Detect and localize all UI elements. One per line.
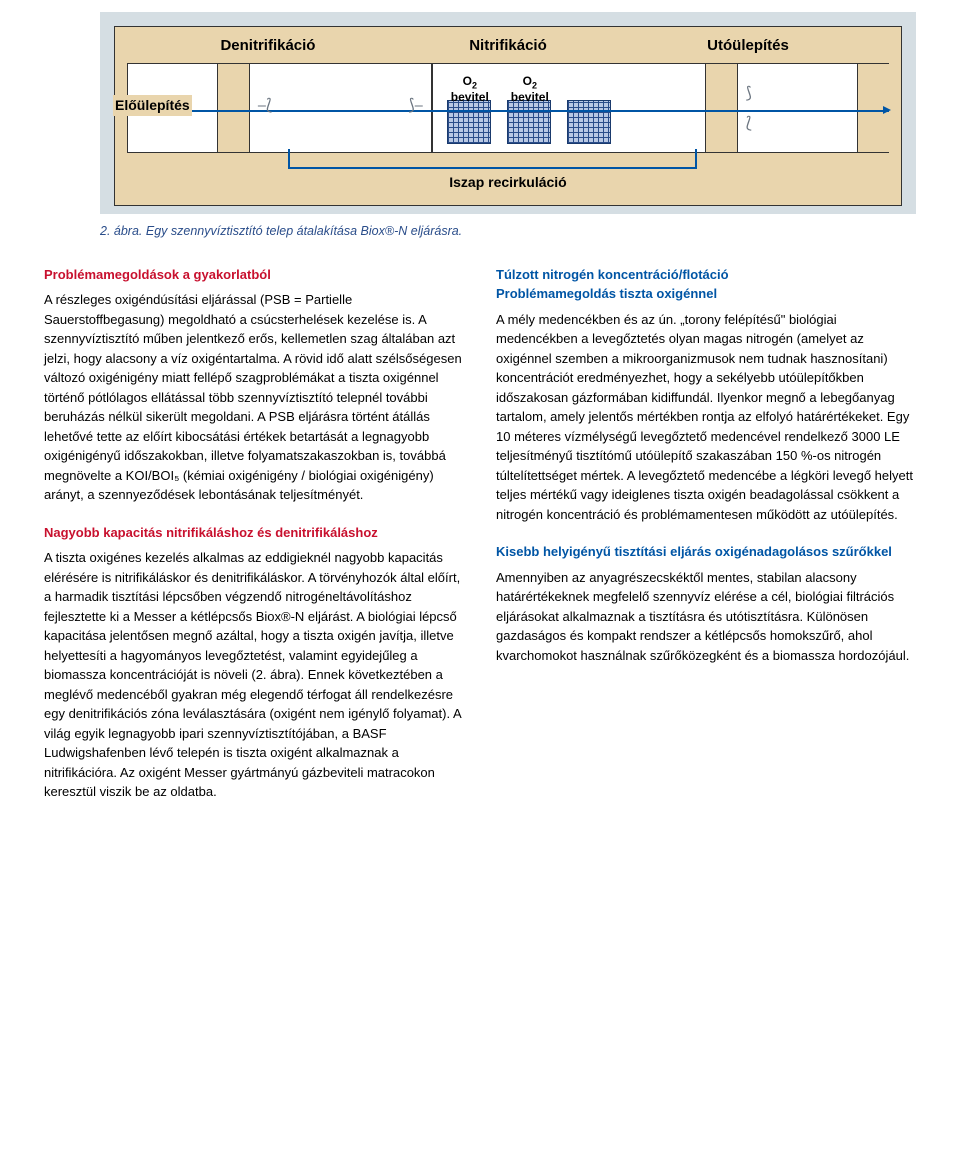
tank-denit: ⎯⟅ ⟆⎯ bbox=[249, 64, 432, 152]
heading: Nagyobb kapacitás nitrifikáláshoz és den… bbox=[44, 525, 378, 540]
paragraph: Amennyiben az anyagrészecskéktől mentes,… bbox=[496, 568, 916, 666]
mixer-icon: ⟆ bbox=[746, 82, 752, 106]
recirc-line bbox=[695, 149, 697, 169]
label-nitr: Nitrifikáció bbox=[381, 35, 635, 58]
paragraph: A részleges oxigéndúsítási eljárással (P… bbox=[44, 290, 464, 505]
heading: Problémamegoldás tiszta oxigénnel bbox=[496, 286, 717, 301]
figure-panel: Denitrifikáció Nitrifikáció Utóülepítés … bbox=[100, 12, 916, 214]
column-left: Problémamegoldások a gyakorlatból A rész… bbox=[44, 265, 464, 808]
pre-settle-label: Előülepítés bbox=[113, 95, 192, 116]
aeration-mat: O2bevitel bbox=[507, 100, 551, 144]
recirc-line bbox=[288, 167, 697, 169]
o2-label: O2bevitel bbox=[448, 75, 492, 104]
column-right: Túlzott nitrogén koncentráció/flotáció P… bbox=[496, 265, 916, 808]
text-columns: Problémamegoldások a gyakorlatból A rész… bbox=[0, 265, 960, 848]
mixer-icon: ⟅ bbox=[746, 112, 752, 136]
heading: Kisebb helyigényű tisztítási eljárás oxi… bbox=[496, 544, 892, 559]
recirc-line bbox=[288, 149, 290, 169]
tanks-row: ⎯⟅ ⟆⎯ O2bevitel O2bevitel ⟆ ⟅ bbox=[127, 63, 889, 153]
aeration-mat bbox=[567, 100, 611, 144]
aeration-mat: O2bevitel bbox=[447, 100, 491, 144]
recirc-label: Iszap recirkuláció bbox=[115, 172, 901, 193]
mixer-icon: ⟆⎯ bbox=[409, 94, 423, 118]
o2-label: O2bevitel bbox=[508, 75, 552, 104]
top-labels: Denitrifikáció Nitrifikáció Utóülepítés bbox=[115, 35, 901, 58]
heading: Túlzott nitrogén koncentráció/flotáció bbox=[496, 267, 729, 282]
figure-caption: 2. ábra. Egy szennyvíztisztító telep áta… bbox=[100, 222, 960, 241]
heading: Problémamegoldások a gyakorlatból bbox=[44, 267, 271, 282]
arrow-icon bbox=[883, 106, 891, 114]
paragraph: A tiszta oxigénes kezelés alkalmas az ed… bbox=[44, 548, 464, 802]
mixer-icon: ⎯⟅ bbox=[258, 94, 272, 118]
process-diagram: Denitrifikáció Nitrifikáció Utóülepítés … bbox=[114, 26, 902, 206]
label-denit: Denitrifikáció bbox=[155, 35, 381, 58]
label-post: Utóülepítés bbox=[635, 35, 861, 58]
paragraph: A mély medencékben és az ún. „torony fel… bbox=[496, 310, 916, 525]
flow-line bbox=[127, 110, 889, 112]
tank-post: ⟆ ⟅ bbox=[737, 64, 859, 152]
tank-nitr: O2bevitel O2bevitel bbox=[432, 64, 706, 152]
